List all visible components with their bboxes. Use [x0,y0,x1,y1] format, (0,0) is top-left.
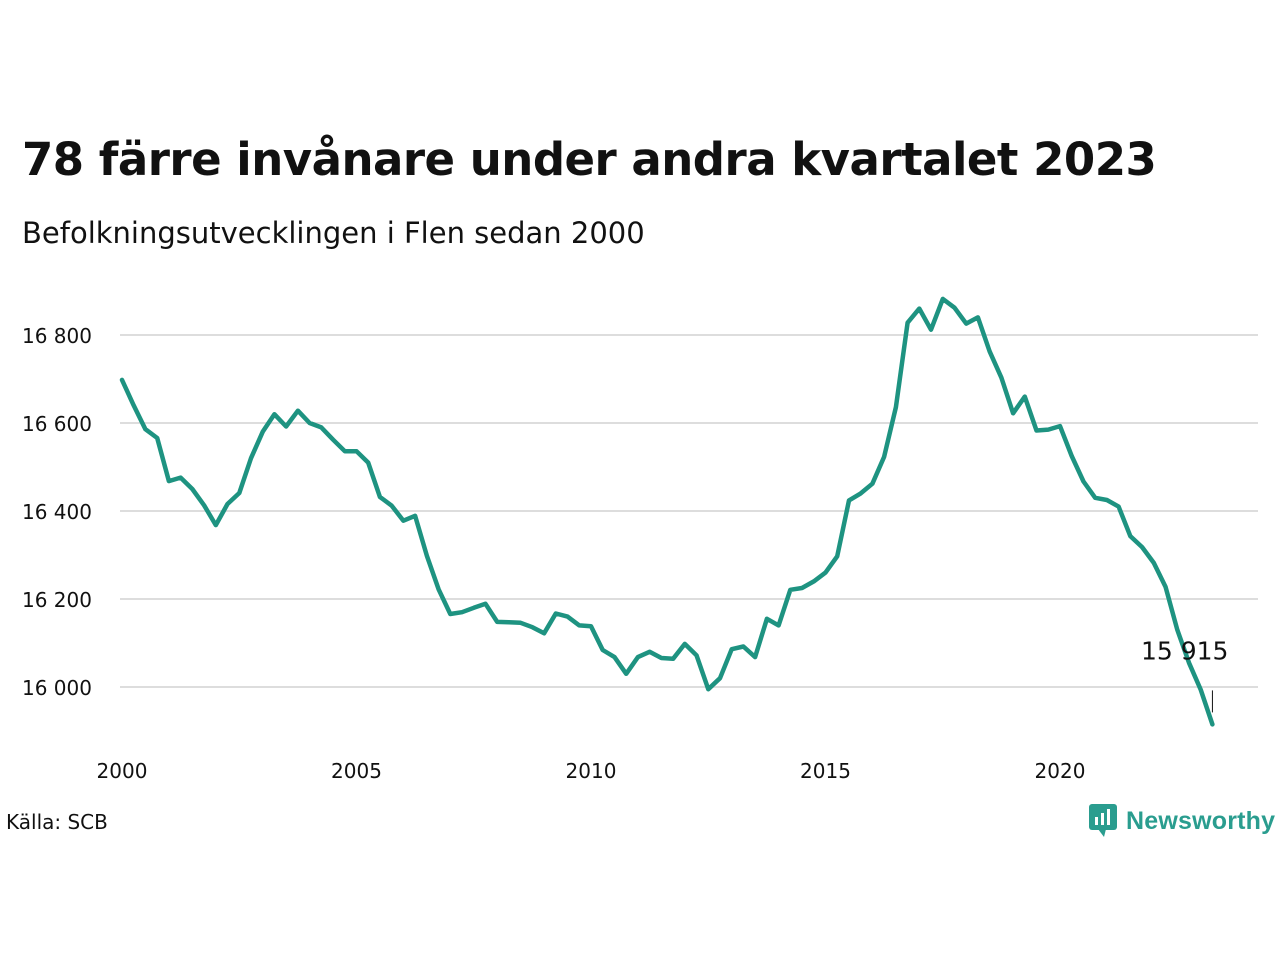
x-axis-ticks: 2000 2005 2010 2015 2020 [97,759,1086,783]
y-tick-label: 16 200 [22,588,92,612]
y-tick-label: 16 800 [22,324,92,348]
chart-title: 78 färre invånare under andra kvartalet … [22,133,1157,186]
brand-name: Newsworthy [1126,806,1276,835]
x-tick-label: 2000 [97,759,148,783]
chart-subtitle: Befolkningsutvecklingen i Flen sedan 200… [22,216,645,250]
series-layer [119,296,1215,727]
x-tick-label: 2010 [566,759,617,783]
source-note: Källa: SCB [6,810,108,834]
series-line [119,296,1215,727]
last-value-label: 15 915 [1141,636,1228,665]
x-tick-label: 2005 [331,759,382,783]
x-tick-label: 2015 [800,759,851,783]
annotation-layer: 15 915 [1141,636,1228,713]
gridlines [120,334,1258,688]
brand-logo[interactable]: Newsworthy [1088,803,1275,839]
y-tick-label: 16 400 [22,500,92,524]
newsworthy-logo-icon [1089,804,1117,837]
y-tick-label: 16 600 [22,412,92,436]
x-tick-label: 2020 [1035,759,1086,783]
y-axis-ticks: 16 000 16 200 16 400 16 600 16 800 [22,324,92,700]
y-tick-label: 16 000 [22,676,92,700]
